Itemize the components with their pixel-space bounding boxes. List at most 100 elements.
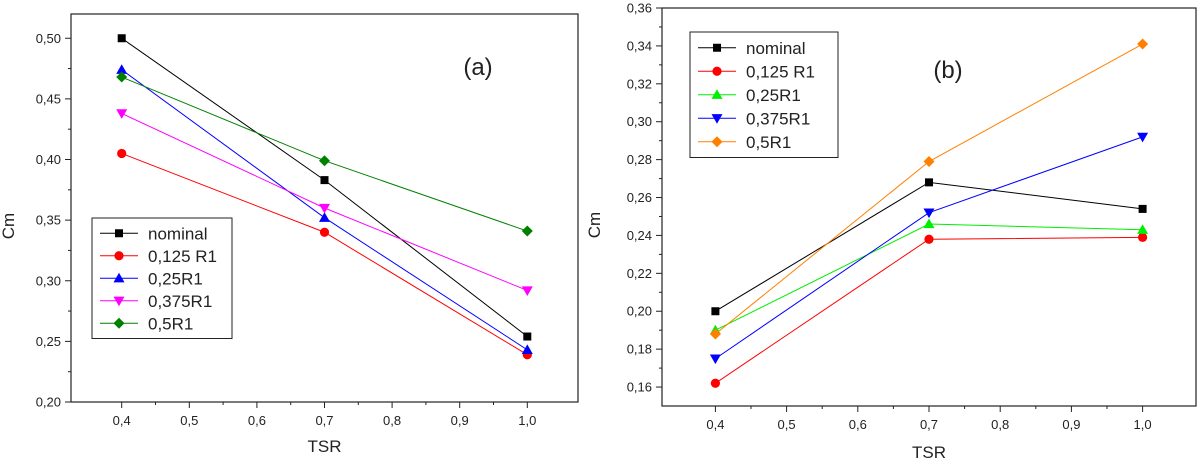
x-tick-label: 0,5 [180, 413, 198, 428]
y-axis-title: Cm [0, 213, 18, 239]
data-point [1137, 224, 1149, 234]
x-tick-label: 0,6 [248, 413, 266, 428]
data-point [320, 176, 329, 185]
panel-label: (a) [463, 54, 492, 81]
data-point [923, 156, 935, 168]
data-point [923, 218, 935, 229]
x-tick-label: 0,9 [451, 413, 469, 428]
legend-label: 0,25R1 [746, 86, 801, 105]
data-point [710, 378, 721, 388]
data-point [521, 225, 533, 237]
data-point [925, 178, 933, 187]
x-tick-label: 0,9 [1062, 417, 1080, 432]
legend-marker [113, 272, 125, 283]
y-tick-label: 0,36 [627, 1, 652, 16]
legend-marker [713, 43, 721, 52]
legend-label: 0,375R1 [148, 292, 212, 311]
data-point [117, 34, 126, 43]
series-b-1 [710, 232, 1148, 388]
x-tick-label: 0,5 [778, 417, 796, 432]
series-a-4 [116, 71, 533, 237]
data-point [1138, 232, 1148, 242]
x-tick-label: 1,0 [518, 413, 536, 428]
data-point [521, 286, 533, 296]
data-point [1138, 204, 1147, 213]
data-point [924, 234, 934, 244]
series-b-3 [709, 132, 1149, 365]
data-point [709, 328, 721, 340]
data-point [521, 344, 533, 354]
legend-marker [711, 114, 723, 124]
legend-label: 0,125 R1 [148, 247, 217, 266]
data-point [116, 109, 128, 119]
data-point [319, 227, 330, 237]
y-tick-label: 0,45 [36, 91, 61, 106]
legend-label: 0,5R1 [148, 314, 193, 333]
data-point [319, 155, 330, 167]
y-tick-label: 0,24 [627, 228, 652, 243]
legend-marker [711, 89, 723, 99]
x-tick-label: 0,4 [113, 413, 131, 428]
x-tick-label: 0,6 [849, 417, 867, 432]
legend-marker [114, 251, 124, 261]
y-tick-label: 0,30 [36, 273, 61, 288]
x-tick-label: 0,8 [991, 417, 1009, 432]
x-axis-title: TSR [308, 437, 342, 456]
data-point [923, 208, 935, 219]
y-tick-label: 0,30 [627, 114, 652, 129]
series-a-3 [116, 109, 533, 296]
data-point [319, 203, 330, 214]
y-tick-label: 0,35 [36, 213, 61, 228]
legend-a: nominal 0,125 R1 0,25R1 0,375R1 0,5R1 [91, 217, 233, 339]
data-point [1137, 38, 1149, 50]
series-line [715, 136, 1143, 360]
data-point [523, 332, 532, 341]
series-a-2 [116, 64, 533, 354]
y-tick-label: 0,20 [36, 395, 61, 410]
series-line [715, 236, 1143, 384]
y-tick-label: 0,28 [627, 152, 652, 167]
data-point [319, 212, 330, 222]
y-tick-label: 0,40 [36, 152, 61, 167]
x-tick-label: 0,7 [315, 413, 333, 428]
legend-label: 0,5R1 [746, 133, 791, 152]
x-tick-label: 1,0 [1134, 417, 1152, 432]
legend-marker [712, 66, 722, 76]
data-point [709, 354, 721, 365]
x-tick-label: 0,8 [383, 413, 401, 428]
legend-label: 0,375R1 [746, 109, 810, 128]
y-tick-label: 0,25 [36, 334, 61, 349]
y-tick-label: 0,16 [627, 380, 652, 395]
y-tick-label: 0,26 [627, 190, 652, 205]
x-axis-title: TSR [912, 443, 946, 462]
data-point [711, 307, 720, 316]
legend-label: 0,25R1 [148, 269, 203, 288]
data-point [116, 64, 128, 74]
series-b-0 [711, 178, 1147, 316]
y-tick-label: 0,50 [36, 31, 61, 46]
series-a-0 [117, 34, 532, 341]
legend-marker [115, 229, 123, 238]
series-line [715, 181, 1143, 312]
legend-label: nominal [148, 224, 208, 243]
y-tick-label: 0,20 [627, 304, 652, 319]
y-tick-label: 0,34 [627, 38, 652, 53]
y-axis-title: Cm [585, 212, 604, 238]
y-tick-label: 0,18 [627, 342, 652, 357]
series-b-4 [709, 38, 1149, 340]
data-point [117, 148, 127, 159]
legend-marker [711, 136, 723, 148]
data-point [116, 71, 128, 83]
legend-marker [113, 317, 125, 329]
legend-b: nominal 0,125 R1 0,25R1 0,375R1 0,5R1 [689, 31, 839, 158]
y-tick-label: 0,22 [627, 266, 652, 281]
legend-label: nominal [746, 39, 806, 58]
x-tick-label: 0,7 [920, 417, 938, 432]
data-point [1137, 132, 1149, 143]
legend-label: 0,125 R1 [746, 62, 815, 81]
panel-label: (b) [933, 57, 962, 84]
x-tick-label: 0,4 [706, 417, 724, 432]
